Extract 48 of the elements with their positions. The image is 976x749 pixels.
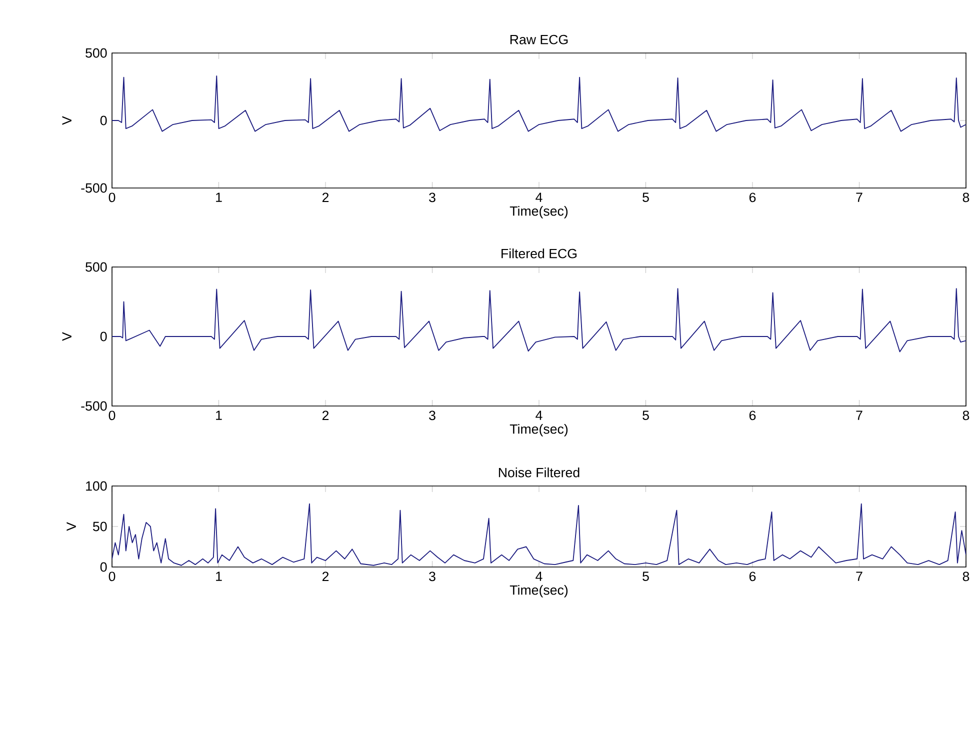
x-tick-label: 3 xyxy=(429,192,436,202)
x-tick-label: 7 xyxy=(856,410,862,420)
x-tick-label: 5 xyxy=(642,572,649,582)
x-tick-label: 2 xyxy=(322,192,329,202)
x-tick-label: 2 xyxy=(322,410,329,420)
y-tick-label: 50 xyxy=(93,522,107,532)
x-tick-label: 1 xyxy=(216,410,222,420)
x-tick-label: 8 xyxy=(962,572,970,582)
y-tick-label: -500 xyxy=(81,183,107,193)
x-tick-label: 6 xyxy=(749,192,756,202)
x-tick-label: 3 xyxy=(429,572,436,582)
y-axis-title: V xyxy=(62,332,72,341)
y-axis-title: V xyxy=(62,116,72,125)
x-tick-label: 5 xyxy=(642,192,649,202)
x-axis-title: Time(sec) xyxy=(510,584,568,598)
y-tick-label: 100 xyxy=(86,481,107,491)
x-tick-label: 0 xyxy=(108,572,116,582)
line-series xyxy=(112,288,966,352)
x-tick-label: 1 xyxy=(216,192,222,202)
y-axis-title: V xyxy=(66,522,76,531)
x-axis-title: Time(sec) xyxy=(510,424,568,436)
x-tick-label: 8 xyxy=(962,192,970,202)
x-tick-label: 3 xyxy=(429,410,436,420)
line-series xyxy=(112,75,966,132)
x-tick-label: 6 xyxy=(749,410,756,420)
chart-title: Raw ECG xyxy=(510,34,568,44)
x-tick-label: 0 xyxy=(108,192,116,202)
x-tick-label: 2 xyxy=(322,572,329,582)
x-tick-label: 4 xyxy=(536,192,542,202)
chart-title: Filtered ECG xyxy=(502,248,577,258)
x-tick-label: 7 xyxy=(856,572,862,581)
y-tick-label: 0 xyxy=(100,562,107,572)
chart-title: Noise Filtered xyxy=(498,467,580,478)
x-tick-label: 4 xyxy=(536,572,542,581)
x-tick-label: 0 xyxy=(108,410,116,420)
line-series xyxy=(112,503,966,566)
x-tick-label: 1 xyxy=(216,572,222,581)
x-axis-title: Time(sec) xyxy=(510,206,568,218)
x-tick-label: 4 xyxy=(536,410,542,420)
x-tick-label: 5 xyxy=(642,410,649,420)
y-tick-label: -500 xyxy=(81,401,107,411)
y-tick-label: 500 xyxy=(86,262,107,272)
x-tick-label: 6 xyxy=(749,572,756,582)
y-tick-label: 500 xyxy=(86,48,107,58)
y-tick-label: 0 xyxy=(100,116,107,126)
x-tick-label: 7 xyxy=(856,192,862,202)
x-tick-label: 8 xyxy=(962,410,970,420)
y-tick-label: 0 xyxy=(100,332,107,342)
